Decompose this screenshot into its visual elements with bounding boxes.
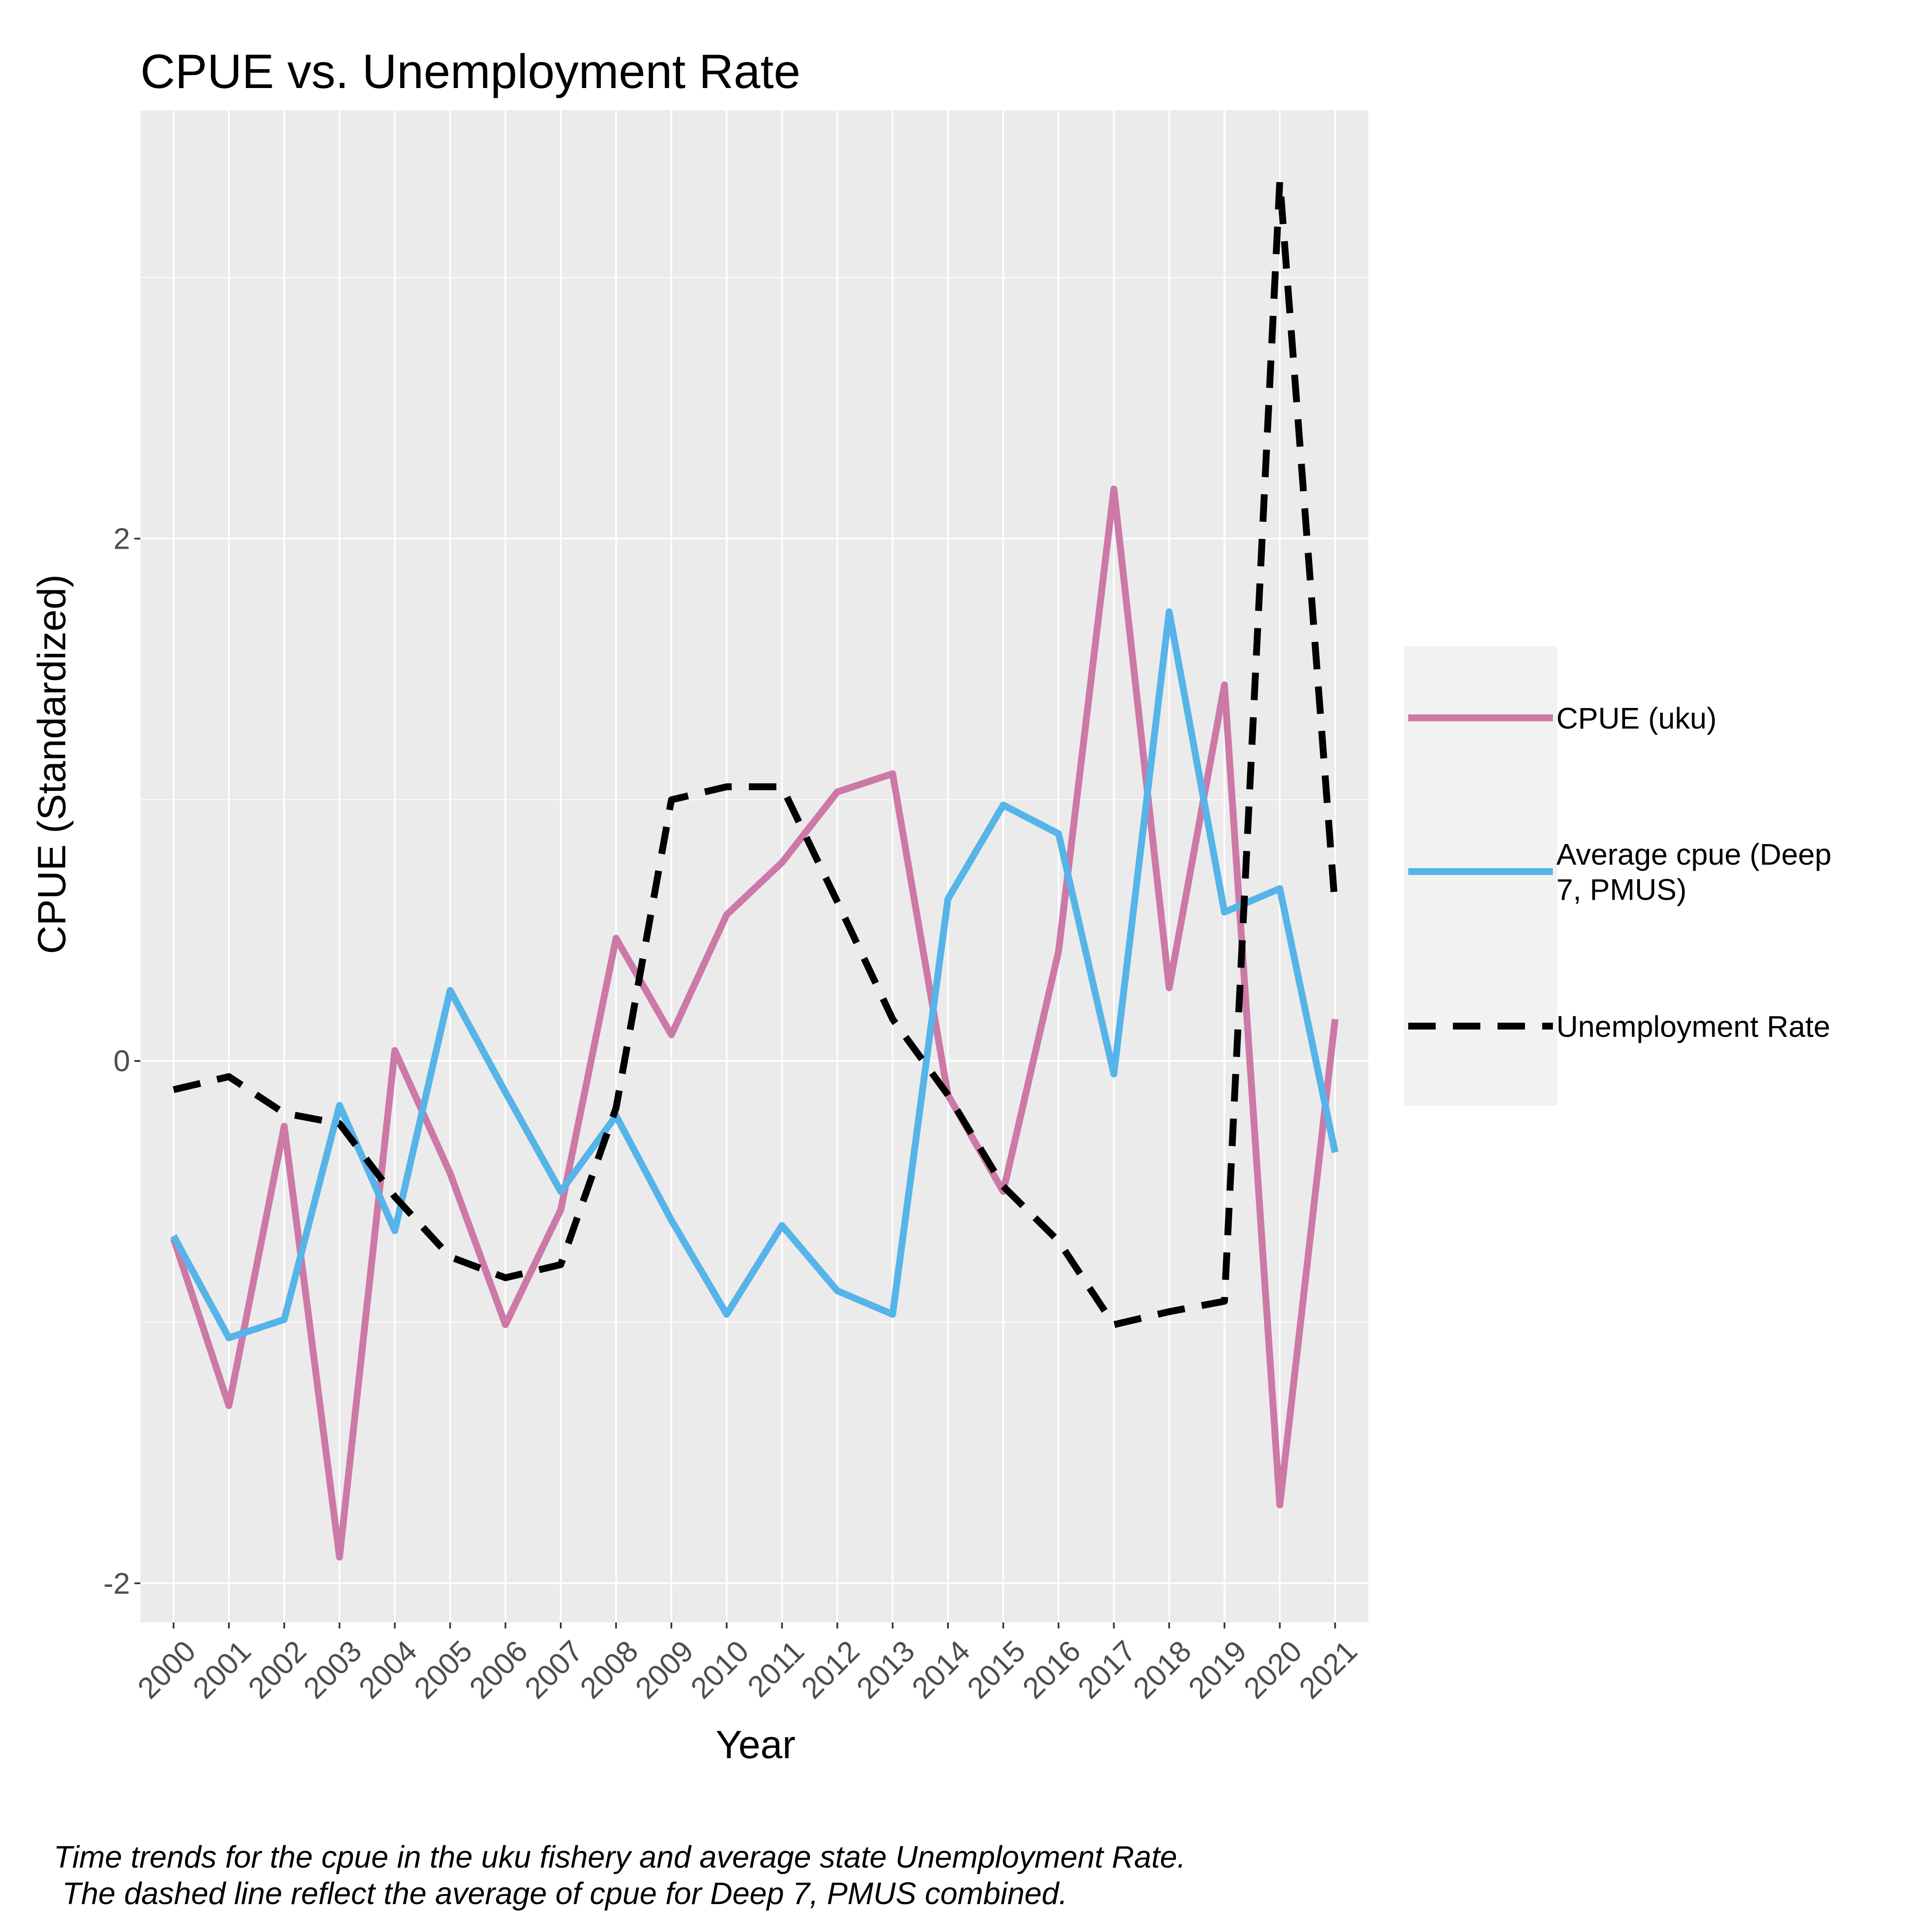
series-line-1 xyxy=(170,486,1339,1561)
series-line-2 xyxy=(170,608,1339,1341)
legend-label-line: CPUE (uku) xyxy=(1556,702,1716,735)
caption: Time trends for the cpue in the uku fish… xyxy=(54,1840,1186,1911)
caption-line-2: The dashed line reflect the average of c… xyxy=(54,1877,1067,1911)
legend: CPUE (uku) Average cpue (Deep 7, PMUS) Unem… xyxy=(1404,646,1832,1106)
legend-label-line: Unemployment Rate xyxy=(1556,1010,1830,1043)
x-tick-label: 2001 xyxy=(186,1634,257,1705)
legend-label-line: Average cpue (Deep xyxy=(1556,838,1832,871)
x-tick-label: 2009 xyxy=(629,1634,700,1705)
y-axis-title: CPUE (Standardized) xyxy=(30,574,74,954)
y-tick-label: -2 xyxy=(103,1567,130,1600)
x-tick-label: 2019 xyxy=(1182,1634,1253,1705)
legend-label-line: 7, PMUS) xyxy=(1556,873,1686,906)
x-tick-label: 2017 xyxy=(1071,1634,1142,1705)
x-tick-label: 2014 xyxy=(905,1634,976,1705)
x-axis: 2000200120022003200420052006200720082009… xyxy=(131,1622,1364,1705)
x-tick-label: 2016 xyxy=(1016,1634,1087,1705)
x-tick-label: 2010 xyxy=(684,1634,755,1705)
x-tick-label: 2008 xyxy=(574,1634,644,1705)
x-tick-label: 2020 xyxy=(1237,1634,1308,1705)
x-tick-label: 2013 xyxy=(850,1634,921,1705)
series-layer xyxy=(170,177,1339,1561)
x-tick-label: 2018 xyxy=(1127,1634,1197,1705)
x-axis-title: Year xyxy=(716,1723,796,1767)
x-tick-label: 2015 xyxy=(961,1634,1032,1705)
chart-title: CPUE vs. Unemployment Rate xyxy=(140,45,800,98)
x-tick-label: 2011 xyxy=(741,1634,811,1704)
caption-line-1: Time trends for the cpue in the uku fish… xyxy=(54,1840,1186,1874)
x-tick-label: 2006 xyxy=(463,1634,534,1705)
legend-label-2: Average cpue (Deep 7, PMUS) xyxy=(1556,838,1832,906)
x-tick-label: 2012 xyxy=(795,1634,866,1705)
legend-label-3: Unemployment Rate xyxy=(1556,1010,1830,1043)
x-tick-label: 2000 xyxy=(131,1634,202,1705)
x-tick-label: 2007 xyxy=(518,1634,589,1705)
y-tick-label: 2 xyxy=(113,522,130,556)
plot-panel xyxy=(140,110,1368,1622)
x-tick-label: 2004 xyxy=(352,1634,423,1705)
legend-label-1: CPUE (uku) xyxy=(1556,702,1716,735)
x-tick-label: 2002 xyxy=(242,1634,313,1705)
y-tick-label: 0 xyxy=(113,1044,130,1078)
series-line-3 xyxy=(173,177,1339,1328)
x-tick-label: 2003 xyxy=(297,1634,368,1705)
x-tick-label: 2005 xyxy=(407,1634,478,1705)
x-tick-label: 2021 xyxy=(1293,1634,1364,1705)
y-axis: -2 0 2 xyxy=(103,522,140,1600)
